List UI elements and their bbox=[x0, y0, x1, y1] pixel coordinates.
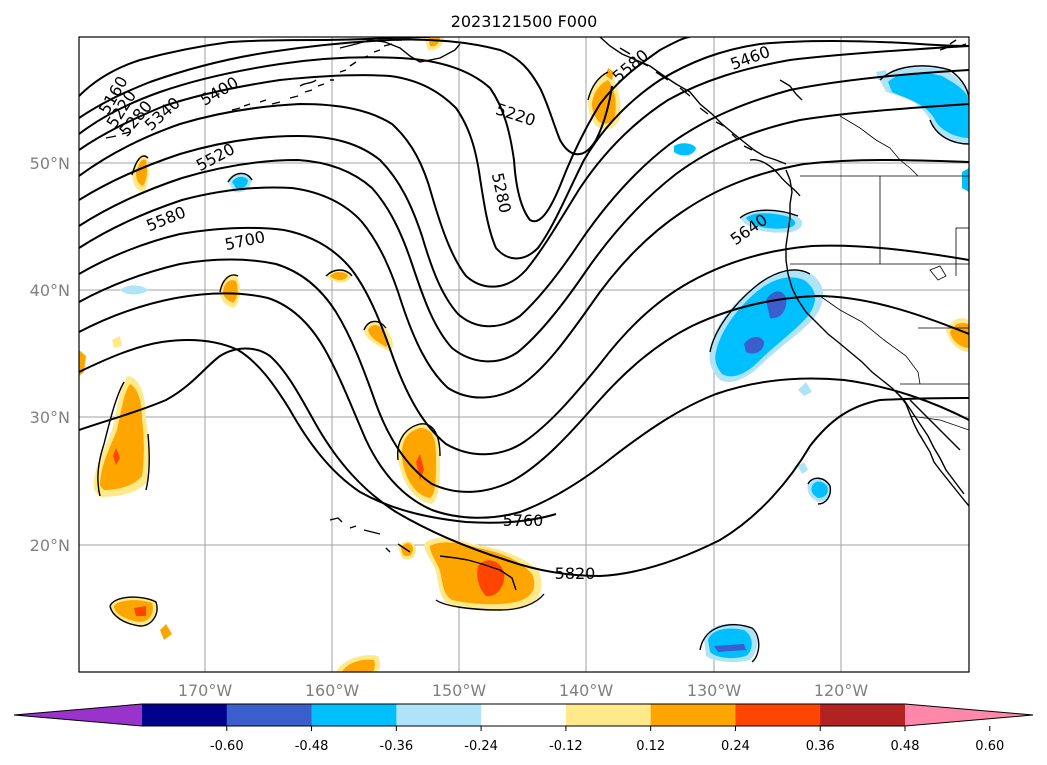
coastlines bbox=[97, 37, 969, 663]
shaded-fields bbox=[79, 37, 969, 672]
lon-label: 150°W bbox=[432, 681, 487, 700]
latitude-labels: 50°N 40°N 30°N 20°N bbox=[30, 154, 70, 555]
lon-label: 140°W bbox=[559, 681, 614, 700]
lon-label: 130°W bbox=[687, 681, 742, 700]
contour-label: 5820 bbox=[555, 564, 596, 583]
colorbar-outline bbox=[13, 703, 1034, 727]
map-frame bbox=[78, 36, 970, 673]
lat-label: 30°N bbox=[30, 408, 70, 427]
colorbar-segment bbox=[396, 704, 482, 726]
map-panel: 5160 5220 5280 5340 5400 5520 5580 5700 … bbox=[78, 36, 970, 673]
colorbar-tick-label: -0.12 bbox=[549, 739, 583, 754]
colorbar: -0.60 -0.48 -0.36 -0.24 -0.12 0.12 0.24 0.36 0.4… bbox=[13, 703, 1034, 754]
colorbar-tick-label: 0.48 bbox=[891, 739, 920, 754]
colorbar-segment bbox=[735, 704, 821, 726]
colorbar-tick-label: 0.24 bbox=[721, 739, 750, 754]
colorbar-segment bbox=[481, 704, 567, 726]
lat-label: 40°N bbox=[30, 281, 70, 300]
colorbar-tick-label: -0.36 bbox=[380, 739, 414, 754]
lon-label: 160°W bbox=[305, 681, 360, 700]
colorbar-tick-label: -0.24 bbox=[464, 739, 498, 754]
colorbar-segment bbox=[650, 704, 736, 726]
borders bbox=[790, 115, 969, 431]
colorbar-segment bbox=[311, 704, 397, 726]
colorbar-segment bbox=[820, 704, 906, 726]
colorbar-tick-label: -0.60 bbox=[210, 739, 244, 754]
map-title: 2023121500 F000 bbox=[451, 12, 598, 31]
lat-label: 20°N bbox=[30, 536, 70, 555]
longitude-labels: 170°W 160°W 150°W 140°W 130°W 120°W bbox=[178, 681, 869, 700]
colorbar-tick-label: 0.12 bbox=[636, 739, 665, 754]
lon-label: 170°W bbox=[178, 681, 233, 700]
colorbar-segment bbox=[226, 704, 313, 726]
lon-label: 120°W bbox=[814, 681, 869, 700]
colorbar-tick-label: 0.60 bbox=[975, 739, 1004, 754]
colorbar-segment bbox=[905, 704, 1033, 726]
height-contours bbox=[79, 37, 969, 578]
colorbar-segment bbox=[142, 704, 228, 726]
colorbar-tick-label: 0.36 bbox=[806, 739, 835, 754]
contour-label: 5760 bbox=[503, 511, 544, 530]
lat-label: 50°N bbox=[30, 154, 70, 173]
colorbar-tick-label: -0.48 bbox=[295, 739, 329, 754]
colorbar-segment bbox=[14, 704, 142, 726]
colorbar-segment bbox=[565, 704, 652, 726]
